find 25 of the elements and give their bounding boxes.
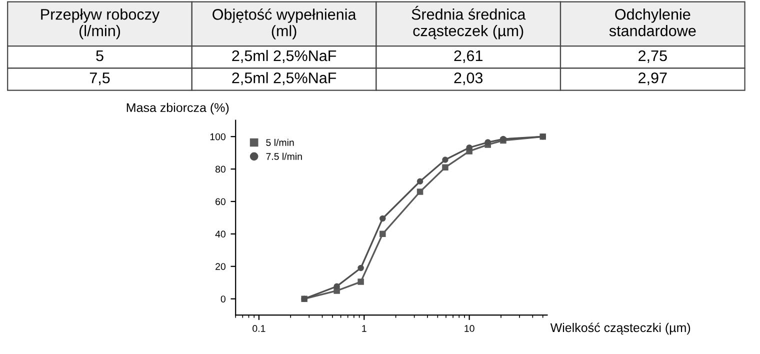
y-tick-label: 20 <box>216 263 226 270</box>
text: 2,03 <box>454 72 483 86</box>
legend-label: 5 l/min <box>266 138 294 146</box>
legend-label: 7.5 l/min <box>266 152 302 160</box>
y-axis-title: Masa zbiorcza (%) <box>126 102 229 115</box>
text: 2,75 <box>638 50 667 63</box>
x-axis-title: Wielkość cząsteczki (µm) <box>550 322 690 335</box>
y-tick-label: 100 <box>210 133 226 140</box>
text: Przepływ roboczy (l/min) <box>41 8 160 40</box>
text: 7,5 <box>90 72 110 86</box>
y-tick-label: 80 <box>215 166 226 173</box>
text: 2,5ml 2,5%NaF <box>232 72 336 86</box>
x-tick-label: 0.1 <box>252 325 266 332</box>
text: 2,5ml 2,5%NaF <box>232 50 336 63</box>
text: Odchylenie standardowe <box>609 8 696 36</box>
text: Średnia średnica cząsteczek (µm) <box>412 6 526 40</box>
y-tick-label: 60 <box>216 198 226 206</box>
y-tick-label: 0 <box>220 296 226 302</box>
text: 2,61 <box>454 50 482 63</box>
text: 5 <box>96 50 104 62</box>
x-tick-label: 10 <box>464 325 474 332</box>
x-tick-label: 1 <box>362 325 366 332</box>
y-tick-label: 40 <box>215 230 226 238</box>
text: 2,97 <box>638 72 667 86</box>
text: Objętość wypełnienia (ml) <box>212 8 356 40</box>
